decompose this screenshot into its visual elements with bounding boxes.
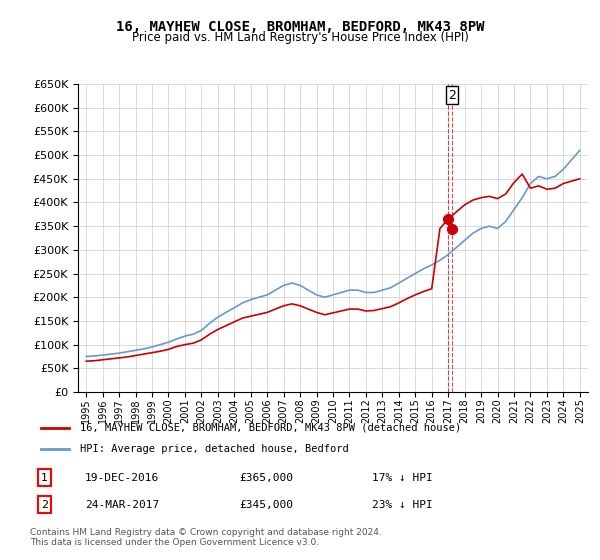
Text: £365,000: £365,000 — [240, 473, 294, 483]
Text: 17% ↓ HPI: 17% ↓ HPI — [372, 473, 433, 483]
Text: 2: 2 — [448, 88, 456, 102]
Text: HPI: Average price, detached house, Bedford: HPI: Average price, detached house, Bedf… — [80, 444, 349, 454]
Text: £345,000: £345,000 — [240, 500, 294, 510]
Text: Contains HM Land Registry data © Crown copyright and database right 2024.
This d: Contains HM Land Registry data © Crown c… — [30, 528, 382, 547]
Text: 1: 1 — [41, 473, 48, 483]
Text: 2: 2 — [41, 500, 48, 510]
Text: Price paid vs. HM Land Registry's House Price Index (HPI): Price paid vs. HM Land Registry's House … — [131, 31, 469, 44]
Text: 19-DEC-2016: 19-DEC-2016 — [85, 473, 160, 483]
Text: 16, MAYHEW CLOSE, BROMHAM, BEDFORD, MK43 8PW: 16, MAYHEW CLOSE, BROMHAM, BEDFORD, MK43… — [116, 20, 484, 34]
Text: 24-MAR-2017: 24-MAR-2017 — [85, 500, 160, 510]
Text: 23% ↓ HPI: 23% ↓ HPI — [372, 500, 433, 510]
Text: 16, MAYHEW CLOSE, BROMHAM, BEDFORD, MK43 8PW (detached house): 16, MAYHEW CLOSE, BROMHAM, BEDFORD, MK43… — [80, 423, 461, 433]
